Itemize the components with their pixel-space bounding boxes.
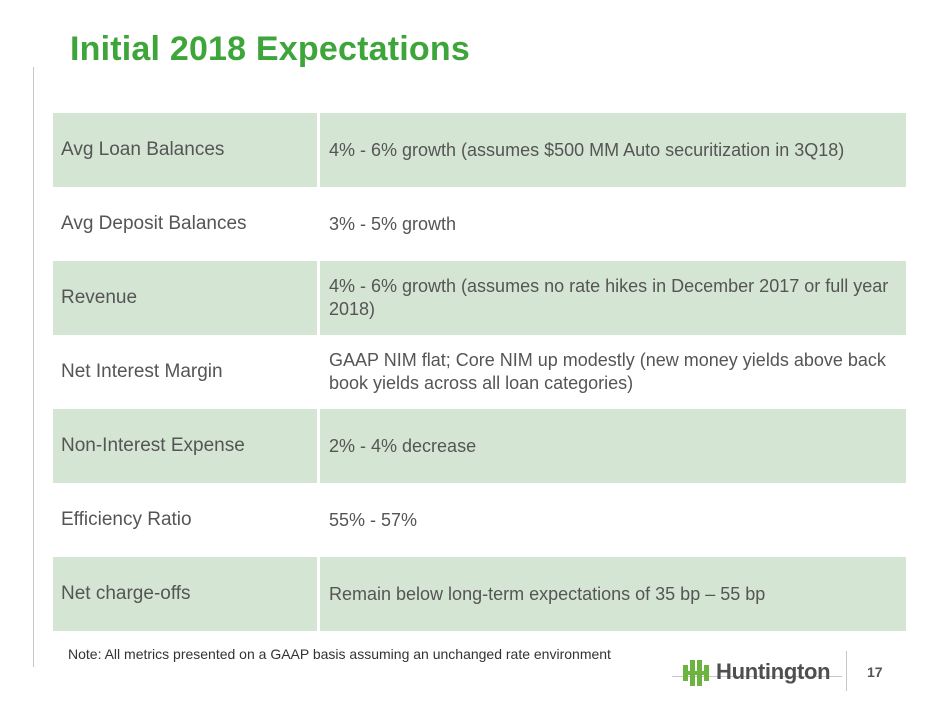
huntington-logo-icon [683, 660, 709, 686]
page-number: 17 [867, 664, 883, 680]
huntington-logo: Huntington [683, 657, 831, 687]
row-value: GAAP NIM flat; Core NIM up modestly (new… [329, 350, 886, 393]
table-row: Revenue 4% - 6% growth (assumes no rate … [53, 261, 906, 335]
row-label: Net charge-offs [53, 557, 317, 631]
row-label: Net Interest Margin [61, 361, 223, 382]
row-label: Non-Interest Expense [53, 409, 317, 483]
row-label: Efficiency Ratio [61, 509, 192, 530]
logo-wordmark: Huntington [716, 659, 831, 684]
table-row: Net charge-offs Remain below long-term e… [53, 557, 906, 631]
row-label: Revenue [53, 261, 317, 335]
row-value: Remain below long-term expectations of 3… [320, 557, 906, 631]
row-value: 2% - 4% decrease [320, 409, 906, 483]
table-row: Avg Deposit Balances 3% - 5% growth [53, 187, 906, 261]
footnote: Note: All metrics presented on a GAAP ba… [68, 646, 611, 662]
row-label: Avg Loan Balances [53, 113, 317, 187]
row-value: 55% - 57% [329, 509, 418, 530]
table-row: Net Interest Margin GAAP NIM flat; Core … [53, 335, 906, 409]
row-label: Avg Deposit Balances [61, 213, 247, 234]
row-value: 4% - 6% growth (assumes $500 MM Auto sec… [320, 113, 906, 187]
table-row: Non-Interest Expense 2% - 4% decrease [53, 409, 906, 483]
page-title: Initial 2018 Expectations [70, 30, 470, 68]
table-row: Avg Loan Balances 4% - 6% growth (assume… [53, 113, 906, 187]
footer-divider [672, 676, 842, 677]
row-value: 3% - 5% growth [329, 213, 457, 234]
row-value: 4% - 6% growth (assumes no rate hikes in… [320, 261, 906, 335]
table-row: Efficiency Ratio 55% - 57% [53, 483, 906, 557]
footer-separator [846, 651, 847, 691]
expectations-table: Avg Loan Balances 4% - 6% growth (assume… [53, 113, 906, 631]
left-divider [33, 67, 34, 667]
